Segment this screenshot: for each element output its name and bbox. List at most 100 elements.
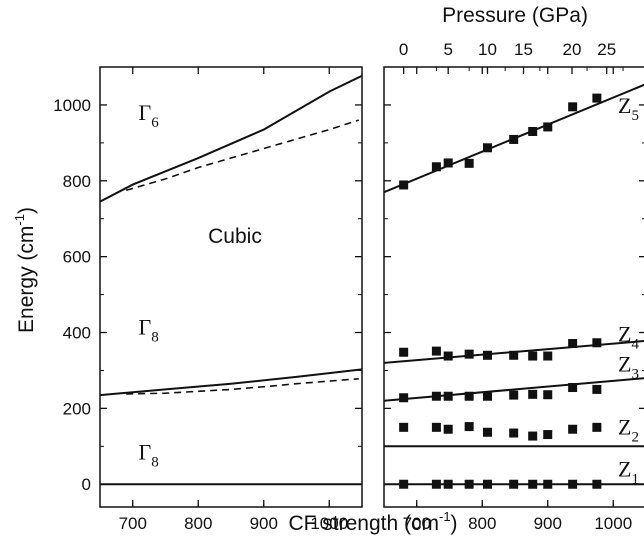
data-point-Z1 [592,479,602,489]
left-panel-frame [99,66,363,508]
y-tick-label: 1000 [53,96,91,115]
level-label-Z1: Z1 [618,456,639,487]
level-label-Z5: Z5 [618,93,639,124]
x-axis-title: CF strength (cm-1) [288,509,457,535]
right-panel-frame [383,66,644,508]
data-point-Z5 [399,180,409,190]
level-label-gamma-0-subscript: 6 [151,115,159,131]
y-axis-title-sup: -1 [12,214,27,226]
y-tick-label: 400 [63,324,91,343]
level-label-gamma-1-symbol: Γ [139,314,152,339]
level-label-gamma-2-symbol: Γ [139,440,152,465]
data-point-Z2 [431,422,441,432]
level-label-gamma-0-symbol: Γ [139,100,152,125]
y-tick-label: 0 [82,475,91,494]
level-label-Z1-symbol: Z [618,456,631,481]
x-axis-title-sup: -1 [439,509,451,524]
data-point-Z2 [482,427,492,437]
data-point-Z3 [443,391,453,401]
level-label-Z4: Z4 [618,321,639,352]
right-x-tick-label: 1000 [594,514,632,533]
y-axis-title-end: ) [15,207,38,214]
data-point-Z5 [482,143,492,153]
left-x-tick-label: 1000 [310,514,348,533]
data-point-Z1 [482,479,492,489]
data-point-Z1 [543,479,553,489]
data-point-Z5 [464,158,474,168]
y-axis-title: Energy (cm-1) [12,207,38,333]
data-point-Z2 [399,422,409,432]
data-point-Z3 [592,384,602,394]
data-point-Z2 [464,422,474,432]
cubic-annotation: Cubic [208,225,262,248]
data-point-Z5 [443,158,453,168]
data-point-Z4 [482,350,492,360]
left-series-line-0 [100,74,362,203]
level-label-Z3-symbol: Z [618,352,631,377]
data-point-Z5 [528,126,538,136]
level-label-gamma-2: Γ8 [139,440,159,471]
data-point-Z1 [509,479,519,489]
data-point-Z1 [568,479,578,489]
data-point-Z3 [568,383,578,393]
data-point-Z2 [592,422,602,432]
left-series-line-3 [126,377,359,395]
level-label-Z4-symbol: Z [618,321,631,346]
data-point-Z5 [543,122,553,132]
data-point-Z4 [509,350,519,360]
data-point-Z4 [431,346,441,356]
level-label-Z3-subscript: 3 [631,367,639,383]
data-point-Z1 [399,479,409,489]
right-x-tick-label: 900 [534,514,562,533]
data-point-Z3 [464,391,474,401]
data-point-Z2 [543,430,553,440]
level-label-Z1-subscript: 1 [631,471,639,487]
data-point-Z1 [443,479,453,489]
pressure-tick-label: 0 [399,40,408,59]
data-point-Z3 [543,390,553,400]
left-series-line-1 [125,119,359,192]
level-label-gamma-0: Γ6 [139,100,160,131]
y-axis-title-main: Energy (cm [15,226,38,333]
data-point-Z4 [543,351,553,361]
pressure-tick-label: 25 [597,40,616,59]
level-label-Z4-subscript: 4 [631,336,639,352]
data-point-Z1 [528,479,538,489]
left-x-tick-label: 800 [184,514,212,533]
data-point-Z2 [528,431,538,441]
data-point-Z4 [592,338,602,348]
level-label-Z5-subscript: 5 [631,108,639,124]
top-axis-title: Pressure (GPa) [442,4,588,27]
right-x-tick-label: 700 [403,514,431,533]
level-label-gamma-1: Γ8 [139,314,159,345]
data-point-Z4 [528,351,538,361]
data-point-Z5 [568,102,578,112]
data-point-Z4 [443,351,453,361]
data-point-Z1 [464,479,474,489]
data-point-Z4 [399,347,409,357]
level-label-gamma-2-subscript: 8 [151,455,159,471]
level-label-Z2: Z2 [618,415,639,446]
data-point-Z3 [482,391,492,401]
data-point-Z2 [443,424,453,434]
y-tick-label: 200 [63,399,91,418]
level-label-Z5-symbol: Z [618,93,631,118]
level-label-Z3: Z3 [618,352,639,383]
right-fit-line-2 [384,377,644,402]
data-point-Z2 [568,424,578,434]
pressure-tick-label: 20 [563,40,582,59]
left-x-tick-label: 900 [250,514,278,533]
data-point-Z4 [464,349,474,359]
left-x-tick-label: 700 [119,514,147,533]
left-series-line-2 [100,368,362,397]
pressure-tick-label: 10 [478,40,497,59]
data-point-Z5 [592,93,602,103]
data-point-Z5 [431,162,441,172]
data-point-Z3 [399,393,409,403]
data-point-Z2 [509,428,519,438]
pressure-tick-label: 5 [443,40,452,59]
y-tick-label: 800 [63,172,91,191]
x-axis-title-end: ) [451,512,458,535]
data-point-Z3 [528,389,538,399]
